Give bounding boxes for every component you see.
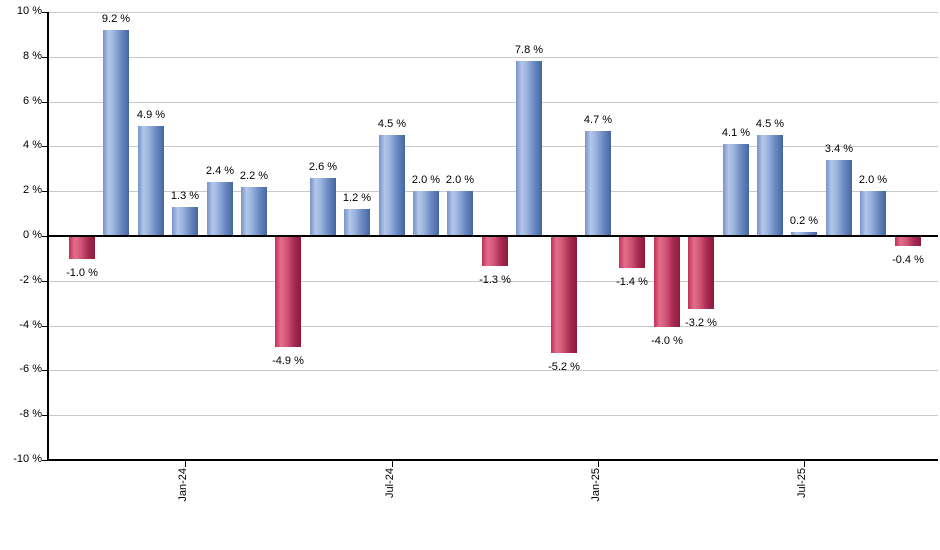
bar — [379, 135, 405, 236]
y-axis-label: -10 % — [13, 453, 42, 465]
bar — [826, 160, 852, 236]
y-axis-label: 6 % — [23, 95, 42, 107]
bar — [241, 187, 267, 236]
zero-line — [47, 235, 938, 237]
y-gridline — [47, 281, 938, 282]
y-axis-label: 2 % — [23, 184, 42, 196]
x-axis-tick — [392, 460, 393, 467]
bar — [172, 207, 198, 236]
bar-value-label: -1.0 % — [66, 267, 98, 279]
y-axis-tick — [42, 281, 47, 282]
x-axis-tick — [598, 460, 599, 467]
bar-value-label: -1.3 % — [479, 274, 511, 286]
bar-value-label: -4.9 % — [272, 355, 304, 367]
bar-value-label: 1.2 % — [342, 192, 372, 204]
bar-value-label: -3.2 % — [685, 317, 717, 329]
y-gridline — [47, 57, 938, 58]
bar — [551, 237, 577, 353]
bar-value-label: 3.4 % — [824, 143, 854, 155]
y-gridline — [47, 12, 938, 13]
bar-value-label: 2.0 % — [411, 174, 441, 186]
y-axis-label: -2 % — [19, 274, 42, 286]
bar — [860, 191, 886, 236]
bar — [138, 126, 164, 236]
bar-value-label: -1.4 % — [616, 276, 648, 288]
bar-value-label: 7.8 % — [514, 44, 544, 56]
x-axis-label: Jan-25 — [590, 468, 602, 502]
x-axis-line — [47, 459, 938, 461]
y-axis-tick — [42, 236, 47, 237]
x-axis-label: Jul-24 — [384, 468, 396, 498]
y-gridline — [47, 102, 938, 103]
bar-value-label: 2.4 % — [205, 165, 235, 177]
y-axis-label: -6 % — [19, 363, 42, 375]
bar — [207, 182, 233, 236]
bar-value-label: 2.0 % — [858, 174, 888, 186]
x-axis-tick — [185, 460, 186, 467]
bar-value-label: 4.1 % — [721, 127, 751, 139]
y-axis-tick — [42, 370, 47, 371]
y-axis-tick — [42, 57, 47, 58]
bar-value-label: -0.4 % — [892, 254, 924, 266]
bar — [103, 30, 129, 236]
bar — [413, 191, 439, 236]
y-axis-label: 8 % — [23, 50, 42, 62]
bar — [791, 232, 817, 236]
y-gridline — [47, 191, 938, 192]
bar — [585, 131, 611, 236]
bar-value-label: 2.6 % — [308, 161, 338, 173]
y-axis-tick — [42, 326, 47, 327]
y-gridline — [47, 370, 938, 371]
bar — [688, 237, 714, 309]
bar — [310, 178, 336, 236]
y-axis-tick — [42, 415, 47, 416]
y-gridline — [47, 415, 938, 416]
bar-value-label: 9.2 % — [101, 13, 131, 25]
y-axis-label: 0 % — [23, 229, 42, 241]
bar — [723, 144, 749, 236]
y-axis-label: -4 % — [19, 319, 42, 331]
y-axis-line — [47, 12, 49, 461]
bar-value-label: 4.5 % — [755, 118, 785, 130]
bar-value-label: 4.7 % — [583, 114, 613, 126]
bar — [619, 237, 645, 268]
bar-value-label: 0.2 % — [789, 215, 819, 227]
bar-value-label: 1.3 % — [170, 190, 200, 202]
bar — [482, 237, 508, 266]
bar-value-label: 2.2 % — [239, 170, 269, 182]
y-axis-tick — [42, 12, 47, 13]
bar — [344, 209, 370, 236]
bar — [275, 237, 301, 347]
bar — [757, 135, 783, 236]
bar-value-label: -5.2 % — [548, 361, 580, 373]
bar — [69, 237, 95, 259]
y-axis-label: 10 % — [16, 5, 42, 17]
bar-value-label: 4.9 % — [136, 109, 166, 121]
y-axis-tick — [42, 191, 47, 192]
bar — [516, 61, 542, 236]
y-axis-label: -8 % — [19, 408, 42, 420]
bar — [654, 237, 680, 327]
y-gridline — [47, 146, 938, 147]
y-axis-tick — [42, 102, 47, 103]
bar-value-label: -4.0 % — [651, 335, 683, 347]
x-axis-tick — [804, 460, 805, 467]
bar-value-label: 4.5 % — [377, 118, 407, 130]
bar-value-label: 2.0 % — [445, 174, 475, 186]
y-gridline — [47, 326, 938, 327]
y-axis-tick — [42, 460, 47, 461]
bar — [895, 237, 921, 246]
y-axis-label: 4 % — [23, 139, 42, 151]
x-axis-label: Jan-24 — [177, 468, 189, 502]
x-axis-label: Jul-25 — [796, 468, 808, 498]
bar — [447, 191, 473, 236]
y-axis-tick — [42, 146, 47, 147]
